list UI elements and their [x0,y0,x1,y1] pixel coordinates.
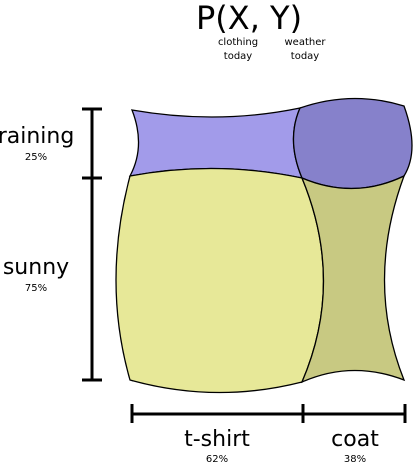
y-variable-note-line2: today [291,51,320,62]
vertical-axis-bracket [82,107,102,382]
x-variable-note-line1: clothing [218,37,258,48]
row-label-sunny: sunny [3,255,69,280]
row-pct-sunny: 75% [25,283,47,294]
cell-raining-tshirt [128,107,304,179]
row-pct-raining: 25% [25,152,47,163]
cell-sunny-tshirt [115,167,325,394]
cell-raining-coat [292,97,413,190]
y-variable-note-line1: weather [285,37,327,48]
horizontal-axis-bracket [130,404,407,423]
col-label-coat: coat [331,427,379,452]
x-variable-note-line2: today [224,51,253,62]
col-label-tshirt: t-shirt [184,427,250,452]
diagram-title: P(X, Y) [196,0,302,37]
cell-sunny-coat [300,174,406,384]
col-pct-coat: 38% [344,454,366,465]
col-pct-tshirt: 62% [206,454,228,465]
row-label-raining: raining [0,124,74,149]
